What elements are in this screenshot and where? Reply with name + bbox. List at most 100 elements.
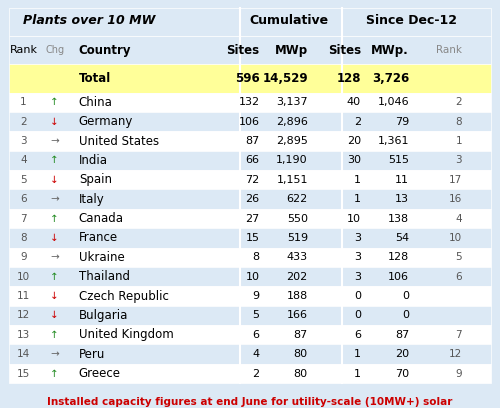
Text: ↑: ↑ [50,330,59,340]
Text: Spain: Spain [79,173,112,186]
Text: MWp.: MWp. [372,44,409,57]
Bar [9,325,491,344]
Text: 128: 128 [388,252,409,262]
Text: 2: 2 [456,97,462,107]
Text: 550: 550 [287,213,308,224]
Text: 6: 6 [20,194,26,204]
Text: Chg: Chg [45,45,64,55]
Text: 10: 10 [449,233,462,243]
Bar [9,364,491,383]
Text: Since Dec-12: Since Dec-12 [366,14,457,27]
Text: →: → [50,349,59,359]
Text: 15: 15 [246,233,260,243]
Text: 70: 70 [395,368,409,379]
Text: →: → [50,136,59,146]
Text: 166: 166 [287,310,308,320]
Text: 5: 5 [20,175,26,185]
Text: 138: 138 [388,213,409,224]
Text: 0: 0 [354,310,361,320]
Text: 14,529: 14,529 [262,72,308,85]
Text: 5: 5 [456,252,462,262]
Text: 87: 87 [246,136,260,146]
Bar [9,228,491,248]
Bar [9,306,491,325]
Text: India: India [79,154,108,167]
Text: 519: 519 [286,233,308,243]
Text: ↑: ↑ [50,272,59,282]
Text: 5: 5 [252,310,260,320]
Text: 0: 0 [402,310,409,320]
Text: China: China [79,96,112,109]
Text: 1: 1 [20,97,26,107]
Text: 3: 3 [20,136,26,146]
Bar [9,209,491,228]
Text: 2: 2 [354,117,361,126]
Text: Sites: Sites [226,44,260,57]
Text: 596: 596 [235,72,260,85]
Text: 2: 2 [20,117,26,126]
Text: 11: 11 [395,175,409,185]
Text: France: France [79,231,118,244]
Text: 10: 10 [246,272,260,282]
Text: 20: 20 [347,136,361,146]
Text: ↓: ↓ [50,117,59,126]
Text: 622: 622 [286,194,308,204]
Text: 188: 188 [286,291,308,301]
Text: 14: 14 [17,349,30,359]
Text: 9: 9 [252,291,260,301]
Text: 8: 8 [20,233,26,243]
Text: Plants over 10 MW: Plants over 10 MW [24,14,156,27]
Text: 1: 1 [456,136,462,146]
Text: →: → [50,252,59,262]
Text: 1: 1 [354,349,361,359]
Text: ↑: ↑ [50,97,59,107]
Text: 66: 66 [246,155,260,165]
Text: 0: 0 [402,291,409,301]
Text: 106: 106 [238,117,260,126]
Text: 2,895: 2,895 [276,136,308,146]
Text: 6: 6 [354,330,361,340]
Text: 1: 1 [354,175,361,185]
Text: 8: 8 [456,117,462,126]
Text: 16: 16 [449,194,462,204]
Text: 20: 20 [395,349,409,359]
Text: Peru: Peru [79,348,105,361]
Bar [9,64,491,93]
Bar [9,8,491,36]
Text: 4: 4 [20,155,26,165]
Text: 1,361: 1,361 [378,136,409,146]
Text: 1: 1 [354,194,361,204]
Text: Thailand: Thailand [79,270,130,283]
Text: Czech Republic: Czech Republic [79,290,168,303]
Text: ↑: ↑ [50,368,59,379]
Text: 0: 0 [354,291,361,301]
Text: 79: 79 [395,117,409,126]
Text: 3: 3 [456,155,462,165]
Text: 13: 13 [17,330,30,340]
Text: ↓: ↓ [50,310,59,320]
Text: Canada: Canada [79,212,124,225]
Text: ↓: ↓ [50,291,59,301]
Text: 202: 202 [286,272,308,282]
Text: Installed capacity figures at end June for utility-scale (10MW+) solar: Installed capacity figures at end June f… [48,397,452,407]
Text: ↑: ↑ [50,155,59,165]
Text: 17: 17 [449,175,462,185]
Text: 6: 6 [456,272,462,282]
Bar [9,286,491,306]
Text: Rank: Rank [436,45,462,55]
Text: 8: 8 [252,252,260,262]
Text: 30: 30 [347,155,361,165]
Text: Greece: Greece [79,367,121,380]
Text: Italy: Italy [79,193,104,206]
Text: 3: 3 [354,272,361,282]
Bar [9,170,491,189]
Text: ↓: ↓ [50,233,59,243]
Text: 87: 87 [294,330,308,340]
Text: 106: 106 [388,272,409,282]
Text: 3: 3 [354,233,361,243]
Text: 2,896: 2,896 [276,117,308,126]
Text: 80: 80 [294,368,308,379]
Text: United States: United States [79,135,159,148]
Text: 13: 13 [395,194,409,204]
Text: MWp: MWp [274,44,308,57]
